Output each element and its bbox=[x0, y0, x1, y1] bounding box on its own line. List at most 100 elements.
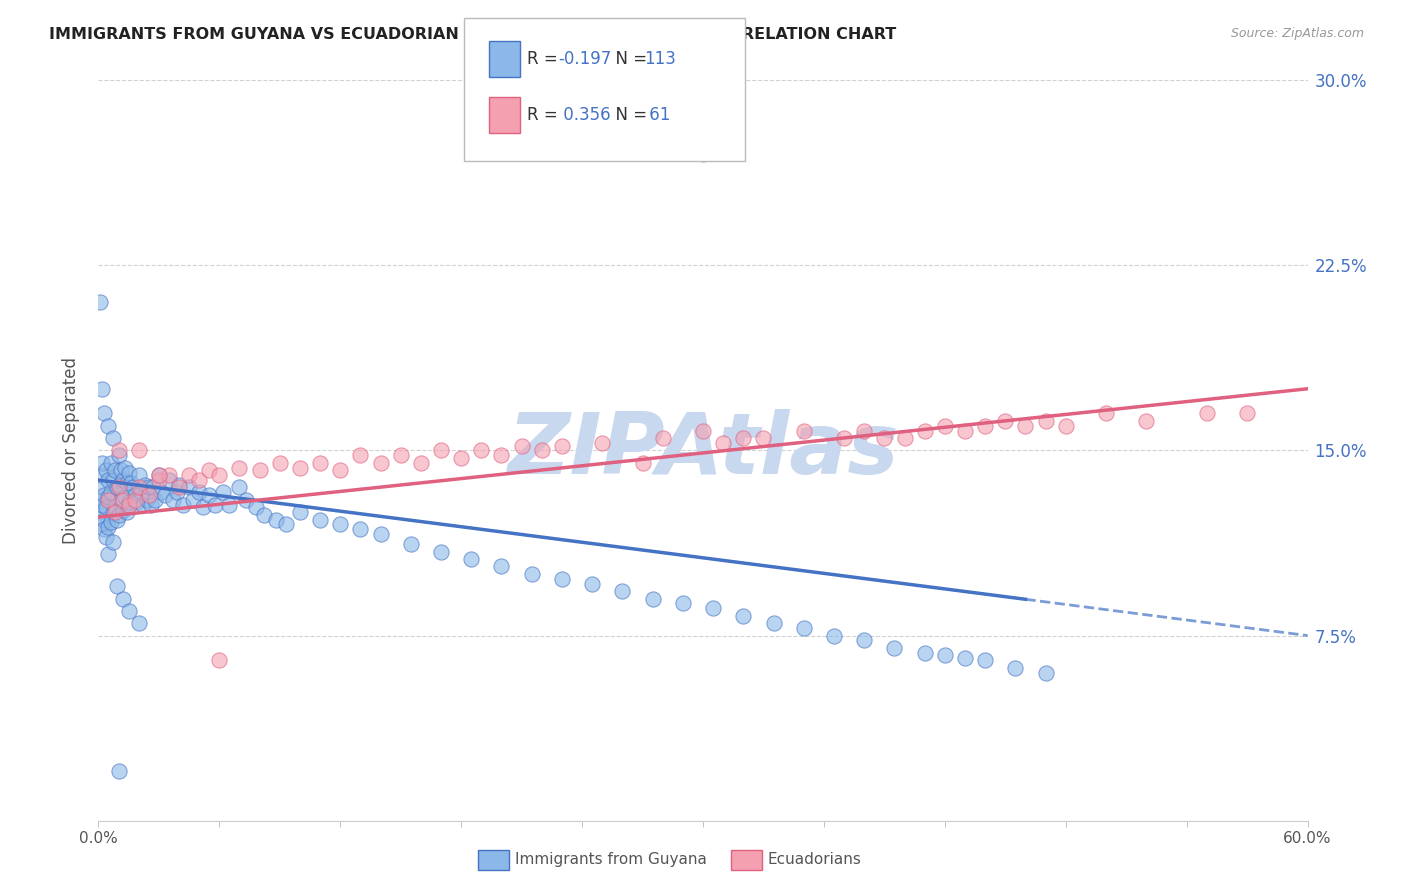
Point bbox=[235, 492, 257, 507]
Point bbox=[124, 492, 146, 507]
Point bbox=[349, 523, 371, 537]
Point bbox=[873, 431, 896, 445]
Point bbox=[1195, 407, 1218, 421]
Point bbox=[97, 492, 120, 507]
Point bbox=[212, 485, 235, 500]
Point bbox=[612, 584, 634, 599]
Point bbox=[96, 463, 118, 477]
Point bbox=[97, 473, 120, 487]
Point bbox=[107, 443, 129, 458]
Point bbox=[430, 544, 453, 558]
Point bbox=[793, 424, 815, 438]
Point bbox=[1135, 414, 1157, 428]
Point bbox=[162, 492, 184, 507]
Point bbox=[974, 653, 997, 667]
Text: 113: 113 bbox=[644, 50, 676, 68]
Text: N =: N = bbox=[605, 50, 652, 68]
Point bbox=[166, 485, 188, 500]
Point bbox=[188, 485, 211, 500]
Point bbox=[853, 424, 876, 438]
Point bbox=[100, 456, 122, 470]
Point bbox=[470, 443, 492, 458]
Point bbox=[208, 468, 231, 483]
Point bbox=[752, 431, 775, 445]
Point bbox=[153, 488, 176, 502]
Point bbox=[692, 147, 714, 161]
Point bbox=[114, 460, 136, 475]
Point bbox=[450, 450, 472, 465]
Point bbox=[253, 508, 276, 522]
Point bbox=[914, 424, 936, 438]
Point bbox=[551, 572, 574, 586]
Point bbox=[93, 512, 115, 526]
Point bbox=[111, 473, 134, 487]
Text: R =: R = bbox=[527, 106, 564, 124]
Point bbox=[181, 492, 204, 507]
Point bbox=[329, 517, 352, 532]
Point bbox=[309, 512, 332, 526]
Point bbox=[97, 491, 120, 505]
Point bbox=[530, 443, 553, 458]
Point bbox=[188, 473, 211, 487]
Point bbox=[702, 601, 724, 615]
Point bbox=[138, 488, 160, 502]
Point bbox=[329, 463, 352, 477]
Point bbox=[89, 295, 111, 310]
Point bbox=[118, 604, 141, 618]
Point bbox=[101, 473, 124, 487]
Point bbox=[409, 456, 432, 470]
Point bbox=[91, 456, 114, 470]
Point bbox=[733, 431, 755, 445]
Point bbox=[118, 495, 141, 509]
Point bbox=[269, 456, 291, 470]
Point bbox=[349, 449, 371, 463]
Point bbox=[288, 460, 311, 475]
Point bbox=[274, 517, 297, 532]
Point bbox=[934, 418, 956, 433]
Point bbox=[832, 431, 855, 445]
Point bbox=[114, 491, 136, 505]
Point bbox=[591, 436, 613, 450]
Point bbox=[120, 475, 142, 490]
Point bbox=[309, 456, 332, 470]
Point bbox=[762, 616, 785, 631]
Point bbox=[124, 488, 146, 502]
Text: IMMIGRANTS FROM GUYANA VS ECUADORIAN DIVORCED OR SEPARATED CORRELATION CHART: IMMIGRANTS FROM GUYANA VS ECUADORIAN DIV… bbox=[49, 27, 897, 42]
Point bbox=[96, 530, 118, 544]
Point bbox=[134, 478, 156, 492]
Point bbox=[953, 424, 976, 438]
Point bbox=[107, 478, 129, 492]
Point bbox=[245, 500, 267, 515]
Text: N =: N = bbox=[605, 106, 652, 124]
Point bbox=[823, 628, 845, 642]
Point bbox=[249, 463, 271, 477]
Point bbox=[115, 505, 138, 519]
Point bbox=[135, 492, 157, 507]
Point bbox=[399, 537, 422, 551]
Point bbox=[711, 436, 734, 450]
Point bbox=[1095, 407, 1118, 421]
Point bbox=[264, 512, 287, 526]
Text: R =: R = bbox=[527, 50, 564, 68]
Point bbox=[93, 407, 115, 421]
Point bbox=[651, 431, 673, 445]
Point bbox=[89, 505, 111, 519]
Point bbox=[91, 480, 114, 494]
Point bbox=[974, 418, 997, 433]
Text: -0.197: -0.197 bbox=[558, 50, 612, 68]
Text: Ecuadorians: Ecuadorians bbox=[768, 853, 862, 867]
Point bbox=[510, 438, 533, 452]
Point bbox=[934, 648, 956, 663]
Point bbox=[138, 480, 160, 494]
Point bbox=[672, 597, 695, 611]
Point bbox=[581, 576, 603, 591]
Point bbox=[179, 480, 201, 494]
Point bbox=[121, 480, 143, 494]
Point bbox=[148, 468, 170, 483]
Point bbox=[96, 500, 118, 515]
Point bbox=[91, 498, 114, 512]
Point bbox=[107, 764, 129, 779]
Point bbox=[111, 502, 134, 516]
Point bbox=[733, 608, 755, 623]
Point bbox=[1004, 660, 1026, 674]
